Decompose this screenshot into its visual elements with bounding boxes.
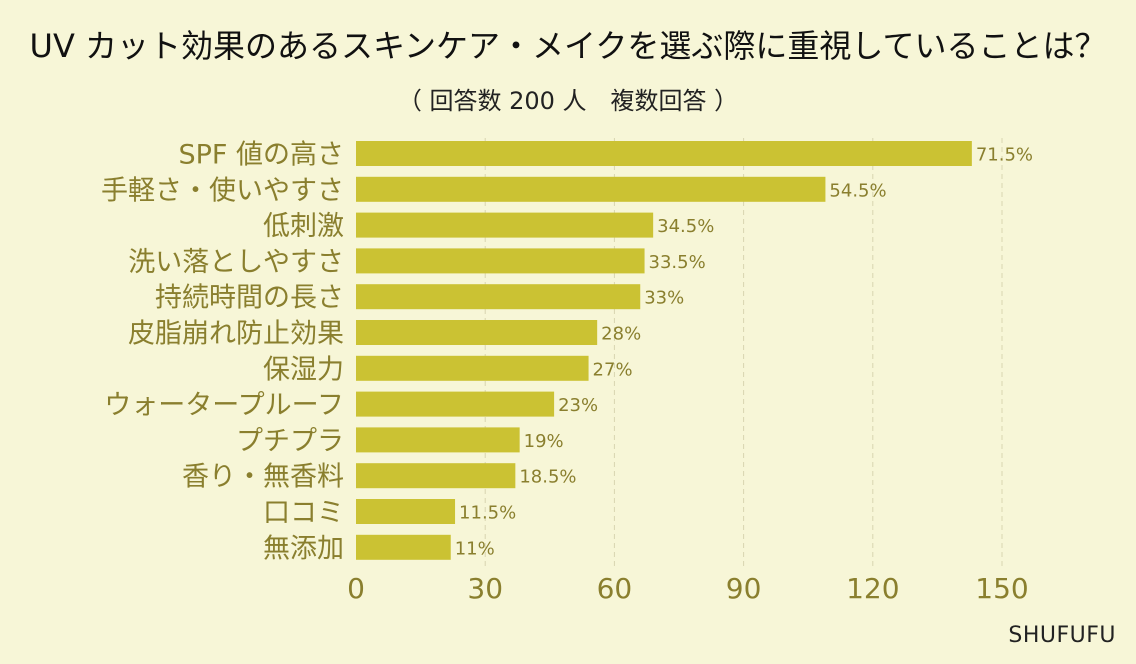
category-label: 無添加 xyxy=(263,533,344,564)
bar xyxy=(356,320,598,345)
data-label: 23% xyxy=(558,395,598,416)
category-label: 持続時間の長さ xyxy=(155,283,344,314)
category-label: 低刺激 xyxy=(263,211,344,242)
x-tick-label: 30 xyxy=(467,572,503,605)
category-label: 手軽さ・使いやすさ xyxy=(101,175,344,206)
data-label: 33% xyxy=(644,288,684,309)
bar xyxy=(356,499,456,524)
chart-title: UV カット効果のあるスキンケア・メイクを選ぶ際に重視していることは？ xyxy=(29,27,1107,65)
category-label: 保湿力 xyxy=(263,354,344,385)
x-tick-label: 150 xyxy=(975,572,1028,605)
data-label: 11% xyxy=(455,538,495,559)
x-tick-label: 90 xyxy=(726,572,762,605)
data-label: 34.5% xyxy=(657,216,714,237)
category-label: 洗い落としやすさ xyxy=(128,247,344,278)
category-label: 皮脂崩れ防止効果 xyxy=(128,319,344,350)
bar xyxy=(356,141,972,166)
bar xyxy=(356,427,520,453)
bar xyxy=(356,176,826,202)
bar xyxy=(356,212,654,238)
bar xyxy=(356,284,641,310)
data-label: 27% xyxy=(593,359,633,380)
data-label: 54.5% xyxy=(829,180,886,201)
data-label: 19% xyxy=(524,431,564,452)
bar xyxy=(356,355,589,381)
category-label: プチプラ xyxy=(236,426,344,457)
category-label: 香り・無香料 xyxy=(182,462,344,493)
chart-subtitle: （ 回答数 200 人 複数回答 ） xyxy=(397,87,739,115)
data-label: 11.5% xyxy=(459,503,516,524)
category-label: ウォータープルーフ xyxy=(104,390,344,421)
x-tick-label: 60 xyxy=(597,572,633,605)
x-tick-label: 120 xyxy=(846,572,899,605)
x-tick-label: 0 xyxy=(347,572,365,605)
bar xyxy=(356,391,555,417)
data-label: 28% xyxy=(601,324,641,345)
bar xyxy=(356,463,516,489)
category-label: 口コミ xyxy=(263,498,344,529)
category-label: SPF 値の高さ xyxy=(178,140,344,171)
data-label: 71.5% xyxy=(976,145,1033,166)
source-credit: SHUFUFU xyxy=(1008,623,1116,648)
bar xyxy=(356,534,451,560)
data-label: 18.5% xyxy=(519,467,576,488)
data-label: 33.5% xyxy=(649,252,706,273)
bar xyxy=(356,248,645,274)
